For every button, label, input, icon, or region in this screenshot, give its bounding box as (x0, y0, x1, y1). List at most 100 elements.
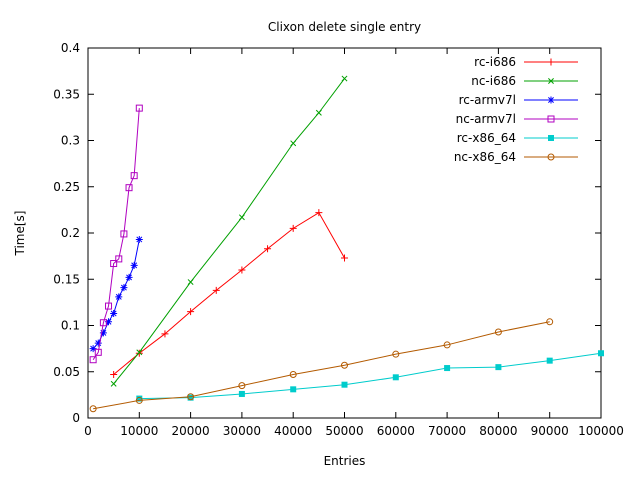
legend-item-rc-i686: rc-i686 (474, 55, 578, 69)
marker-asterisk (125, 273, 133, 281)
marker-square-filled (598, 350, 604, 357)
legend-item-nc-i686: nc-i686 (471, 74, 578, 88)
marker-cross (136, 349, 143, 356)
legend-label-rc-x86_64: rc-x86_64 (457, 131, 516, 145)
marker-circle-open (494, 328, 502, 336)
legend-label-nc-armv7l: nc-armv7l (456, 112, 516, 126)
x-tick-label: 100000 (578, 424, 624, 438)
marker-square-open (110, 260, 118, 268)
x-tick-label: 60000 (377, 424, 415, 438)
marker-square-filled (238, 390, 245, 397)
marker-plus (212, 286, 220, 294)
series-nc-x86_64 (89, 318, 554, 413)
x-tick-label: 10000 (120, 424, 158, 438)
marker-circle-open (546, 318, 554, 326)
x-tick-label: 70000 (428, 424, 466, 438)
marker-square-filled (392, 374, 399, 381)
y-tick-label: 0.2 (61, 226, 80, 240)
marker-circle-open (443, 341, 451, 349)
marker-plus (135, 349, 143, 357)
marker-asterisk (115, 293, 123, 301)
marker-square-open (135, 104, 143, 112)
marker-square-open (99, 319, 107, 327)
series-line-nc-x86_64 (93, 321, 550, 410)
series-rc-x86_64 (136, 350, 604, 402)
legend-label-rc-i686: rc-i686 (474, 55, 516, 69)
series-line-nc-i686 (113, 78, 345, 385)
marker-asterisk (94, 339, 102, 347)
legend-label-nc-i686: nc-i686 (471, 74, 516, 88)
y-tick-label: 0.3 (61, 134, 80, 148)
x-tick-label: 40000 (274, 424, 312, 438)
y-tick-label: 0.15 (53, 272, 80, 286)
marker-plus (264, 245, 272, 253)
marker-circle-open (135, 396, 143, 404)
legend-label-nc-x86_64: nc-x86_64 (454, 150, 516, 164)
marker-cross (110, 380, 117, 387)
marker-circle-open (89, 405, 97, 413)
marker-plus (289, 224, 297, 232)
marker-circle-open (392, 350, 400, 358)
marker-plus (161, 330, 169, 338)
series-line-rc-x86_64 (139, 352, 602, 400)
marker-square-filled (187, 394, 194, 401)
marker-square-open (94, 348, 102, 356)
legend-item-nc-armv7l: nc-armv7l (456, 112, 578, 126)
marker-circle-open (341, 361, 348, 369)
marker-asterisk (130, 261, 138, 269)
marker-cross (548, 78, 554, 84)
y-tick-label: 0.4 (61, 41, 80, 55)
marker-cross (187, 279, 194, 285)
legend-item-nc-x86_64: nc-x86_64 (454, 150, 578, 164)
y-tick-label: 0.35 (53, 87, 80, 101)
series-nc-i686 (110, 75, 348, 387)
marker-square-open (115, 255, 123, 263)
x-tick-label: 80000 (479, 424, 517, 438)
marker-asterisk (547, 96, 555, 104)
marker-cross (238, 214, 245, 221)
marker-asterisk (89, 345, 97, 353)
marker-square-filled (444, 365, 451, 372)
marker-circle-open (289, 371, 297, 379)
marker-square-open (120, 230, 128, 238)
marker-square-filled (495, 364, 502, 371)
y-axis-label: Time[s] (13, 210, 27, 256)
x-tick-label: 50000 (325, 424, 363, 438)
marker-cross (315, 109, 322, 116)
x-tick-label: 90000 (531, 424, 569, 438)
marker-square-open (105, 302, 113, 310)
marker-square-open (547, 115, 555, 123)
marker-square-open (89, 356, 97, 364)
x-tick-label: 0 (84, 424, 92, 438)
marker-circle-open (187, 393, 195, 401)
marker-cross (290, 140, 297, 147)
marker-plus (110, 371, 118, 379)
marker-plus (341, 254, 348, 262)
y-tick-label: 0.1 (61, 319, 80, 333)
series-line-rc-i686 (113, 211, 345, 375)
marker-asterisk (105, 318, 113, 326)
legend-item-rc-x86_64: rc-x86_64 (457, 131, 578, 145)
marker-circle-open (238, 382, 246, 390)
marker-circle-open (547, 153, 555, 161)
legend: rc-i686 nc-i686 rc-armv7l nc-armv7l rc-x86_6… (454, 55, 578, 164)
legend-item-rc-armv7l: rc-armv7l (459, 93, 578, 107)
marker-plus (187, 308, 195, 316)
marker-square-filled (136, 395, 143, 402)
y-tick-label: 0 (72, 411, 80, 425)
marker-square-filled (548, 135, 554, 141)
marker-asterisk (135, 235, 143, 243)
x-tick-label: 30000 (223, 424, 261, 438)
marker-square-open (130, 172, 138, 180)
marker-plus (315, 209, 323, 217)
marker-asterisk (110, 309, 118, 317)
chart-title: Clixon delete single entry (267, 20, 422, 34)
marker-square-filled (341, 381, 348, 388)
legend-label-rc-armv7l: rc-armv7l (459, 93, 516, 107)
marker-square-filled (546, 357, 553, 364)
marker-square-filled (290, 386, 297, 393)
series-nc-armv7l (89, 104, 143, 364)
marker-plus (238, 266, 246, 274)
